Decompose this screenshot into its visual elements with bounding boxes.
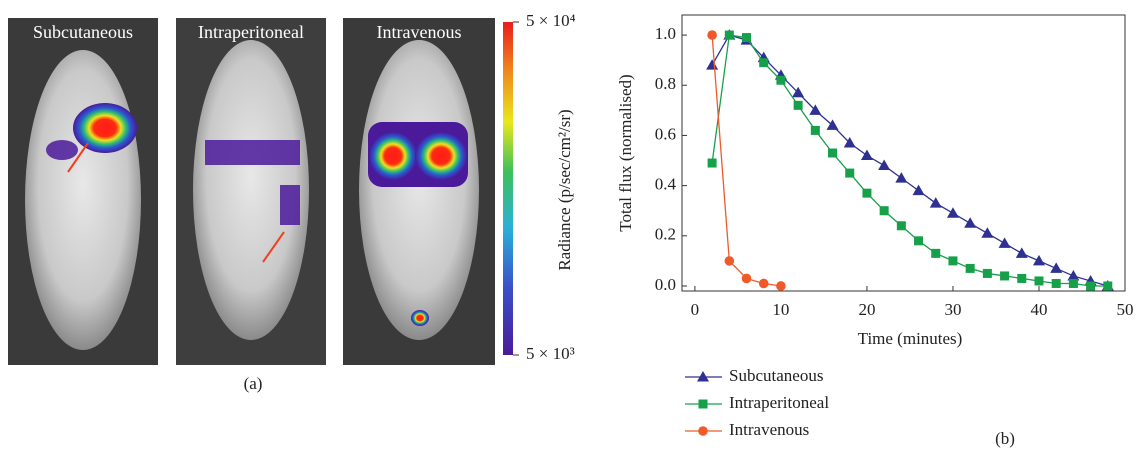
marker: [896, 221, 906, 231]
marker: [792, 86, 805, 98]
x-tick-label: 30: [944, 300, 961, 319]
marker: [1000, 271, 1010, 281]
marker: [707, 30, 717, 40]
plot-frame: [681, 14, 1126, 292]
marker: [946, 207, 959, 218]
legend-marker: [698, 399, 708, 409]
marker: [845, 168, 855, 178]
mouse-images: [8, 18, 519, 365]
x-tick-label: 10: [772, 300, 789, 319]
marker: [1103, 281, 1113, 291]
y-tick-label: 1.0: [655, 24, 676, 43]
legend-marker: [697, 371, 709, 382]
marker: [793, 100, 803, 110]
legend-label: Intraperitoneal: [729, 393, 829, 412]
marker: [964, 217, 977, 228]
marker: [810, 125, 820, 135]
y-tick-label: 0.6: [655, 124, 676, 143]
marker: [981, 227, 994, 238]
y-tick-label: 0.2: [655, 225, 676, 244]
marker: [879, 206, 889, 216]
marker: [1017, 273, 1027, 283]
colorbar-title: Radiance (p/sec/cm²/sr): [555, 109, 574, 270]
x-axis-label: Time (minutes): [858, 329, 963, 348]
legend-label: Intravenous: [729, 420, 809, 439]
marker: [843, 136, 856, 148]
y-axis-label: Total flux (normalised): [616, 74, 635, 231]
marker: [776, 75, 786, 85]
marker: [929, 197, 942, 208]
marker: [809, 104, 822, 115]
legend-label: Subcutaneous: [729, 366, 823, 385]
marker: [724, 30, 734, 40]
marker: [1051, 278, 1061, 288]
marker: [998, 237, 1011, 248]
marker: [741, 273, 752, 284]
marker: [724, 256, 735, 266]
marker: [776, 281, 786, 291]
image-label: Intravenous: [377, 22, 462, 42]
marker: [758, 278, 769, 289]
y-tick-label: 0.8: [655, 74, 676, 93]
marker: [1032, 254, 1045, 266]
series-line: [711, 35, 782, 287]
marker: [759, 58, 769, 68]
image-label: Subcutaneous: [33, 22, 133, 42]
x-tick-label: 20: [858, 300, 875, 319]
marker: [948, 256, 958, 266]
marker: [828, 148, 838, 158]
x-tick-label: 40: [1030, 300, 1047, 319]
marker: [706, 59, 719, 70]
marker: [1067, 269, 1080, 281]
marker: [895, 172, 908, 183]
x-tick-label: 50: [1117, 300, 1134, 319]
marker: [826, 119, 839, 130]
marker: [1086, 281, 1096, 291]
marker: [878, 159, 891, 171]
marker: [912, 184, 925, 196]
marker: [862, 188, 872, 198]
marker: [1068, 278, 1078, 288]
y-tick-label: 0.0: [655, 275, 676, 294]
series-line: [711, 34, 1108, 287]
marker: [860, 149, 873, 161]
marker: [914, 236, 924, 246]
marker: [1015, 247, 1028, 258]
marker: [931, 248, 941, 258]
marker: [1050, 262, 1063, 273]
colorbar-max: 5 × 10⁴: [526, 11, 576, 30]
series-line: [711, 34, 1108, 287]
caption: (a): [244, 374, 263, 393]
marker: [1034, 276, 1044, 286]
colorbar-min: 5 × 10³: [526, 344, 575, 363]
marker: [965, 263, 975, 273]
marker: [742, 33, 752, 43]
y-tick-label: 0.4: [655, 175, 677, 194]
image-label: Intraperitoneal: [198, 22, 304, 42]
x-tick-label: 0: [691, 300, 700, 319]
marker: [982, 268, 992, 278]
legend-marker: [698, 426, 708, 436]
marker: [707, 158, 717, 168]
caption: (b): [995, 429, 1015, 448]
